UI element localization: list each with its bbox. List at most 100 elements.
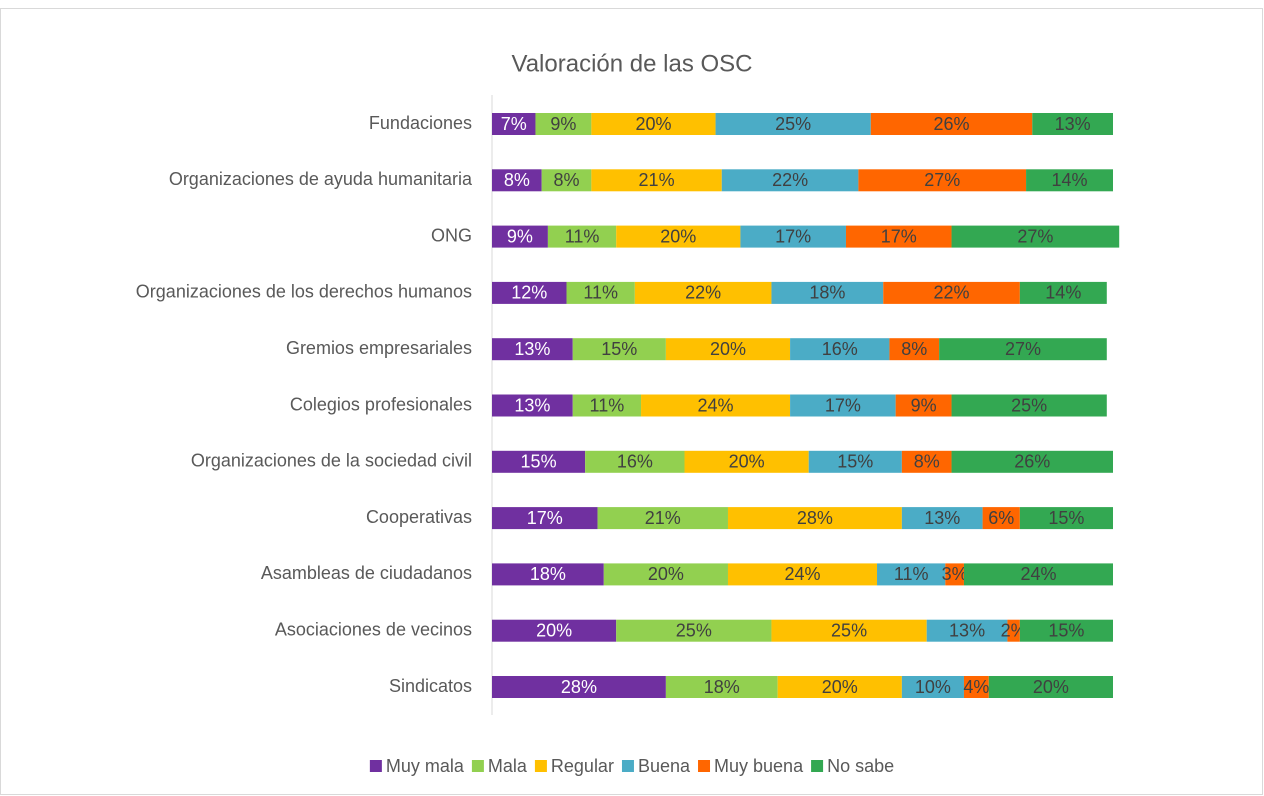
data-label: 26%	[934, 114, 970, 134]
data-label: 15%	[1048, 508, 1084, 528]
data-label: 15%	[837, 452, 873, 472]
data-label: 27%	[924, 170, 960, 190]
y-tick-label: Organizaciones de la sociedad civil	[191, 451, 472, 471]
data-label: 4%	[963, 677, 989, 697]
bar-segment	[616, 619, 772, 642]
bar-segment	[771, 281, 884, 304]
data-label: 10%	[915, 677, 951, 697]
data-label: 26%	[1014, 452, 1050, 472]
bar-segment	[901, 507, 983, 530]
bar-segment	[1026, 169, 1113, 192]
legend-swatch	[621, 760, 634, 772]
bar-segment	[492, 507, 598, 530]
bar-segment	[901, 450, 952, 473]
data-label: 16%	[617, 452, 653, 472]
data-label: 25%	[1011, 395, 1047, 415]
y-tick-label: Gremios empresariales	[286, 338, 472, 358]
bar-segment	[492, 281, 567, 304]
data-label: 15%	[521, 452, 557, 472]
bar-segment	[665, 676, 778, 698]
legend-label: Buena	[638, 756, 691, 776]
data-label: 22%	[934, 283, 970, 303]
bar-segment	[1019, 281, 1107, 304]
bar-segment	[982, 507, 1020, 530]
data-label: 25%	[676, 620, 712, 640]
bar-segment	[771, 619, 927, 642]
bar-segment	[963, 563, 1113, 586]
data-label: 27%	[1005, 339, 1041, 359]
bar-segment	[951, 394, 1107, 417]
bar-segment	[541, 169, 592, 192]
data-label: 9%	[911, 395, 937, 415]
data-label: 24%	[784, 564, 820, 584]
data-label: 14%	[1045, 283, 1081, 303]
bar-segment	[566, 281, 635, 304]
data-label: 22%	[772, 170, 808, 190]
bar-segment	[721, 169, 859, 192]
bar-segment	[492, 169, 542, 192]
data-label: 3%	[942, 564, 968, 584]
data-label: 12%	[511, 283, 547, 303]
bar-segment	[883, 281, 1020, 304]
bar-segment	[963, 676, 989, 698]
data-label: 20%	[729, 452, 765, 472]
bar-segment	[945, 563, 964, 586]
legend-label: No sabe	[827, 756, 894, 776]
legend-label: Regular	[551, 756, 614, 776]
bar-segment	[535, 113, 592, 135]
bar-segment	[790, 394, 896, 417]
bar-segment	[901, 676, 964, 698]
bar-segment	[1032, 113, 1113, 135]
data-label: 20%	[660, 226, 696, 246]
y-tick-label: Asambleas de ciudadanos	[261, 563, 472, 583]
data-label: 11%	[583, 283, 618, 303]
bar-segment	[572, 394, 642, 417]
data-label: 22%	[685, 283, 721, 303]
data-label: 21%	[639, 170, 675, 190]
bar-segment	[492, 676, 666, 698]
bar-segment	[777, 676, 902, 698]
data-label: 7%	[501, 114, 527, 134]
data-label: 13%	[949, 620, 985, 640]
bar-segment	[591, 113, 716, 135]
data-label: 17%	[881, 226, 917, 246]
data-label: 8%	[554, 170, 580, 190]
bar-segment	[591, 169, 722, 192]
bar-segment	[845, 225, 952, 248]
bar-segment	[951, 450, 1113, 473]
legend-label: Muy mala	[386, 756, 465, 776]
legend-swatch	[471, 760, 484, 772]
data-label: 20%	[648, 564, 684, 584]
data-label: 18%	[809, 283, 845, 303]
data-label: 28%	[561, 677, 597, 697]
bar-segment	[926, 619, 1008, 642]
data-label: 20%	[1033, 677, 1069, 697]
data-label: 8%	[914, 452, 940, 472]
data-label: 20%	[536, 620, 572, 640]
data-label: 24%	[1020, 564, 1056, 584]
bar-segment	[877, 563, 946, 586]
y-tick-label: Asociaciones de vecinos	[275, 619, 472, 639]
data-label: 17%	[825, 395, 861, 415]
bar-segment	[492, 338, 573, 361]
bar-segment	[988, 676, 1113, 698]
bar-segment	[572, 338, 666, 361]
bar-segment	[634, 281, 772, 304]
data-label: 11%	[590, 395, 625, 415]
data-label: 8%	[901, 339, 927, 359]
data-label: 17%	[527, 508, 563, 528]
data-label: 18%	[530, 564, 566, 584]
bar-segment	[641, 394, 791, 417]
bar-segment	[727, 507, 902, 530]
bar-segment	[597, 507, 728, 530]
data-label: 8%	[504, 170, 530, 190]
data-label: 11%	[565, 226, 600, 246]
bar-segment	[858, 169, 1027, 192]
bar-segment	[585, 450, 685, 473]
bar-segment	[715, 113, 871, 135]
legend-label: Mala	[488, 756, 528, 776]
data-label: 15%	[1048, 620, 1084, 640]
bar-segment	[492, 225, 548, 248]
data-label: 28%	[797, 508, 833, 528]
y-tick-label: Fundaciones	[369, 113, 472, 133]
